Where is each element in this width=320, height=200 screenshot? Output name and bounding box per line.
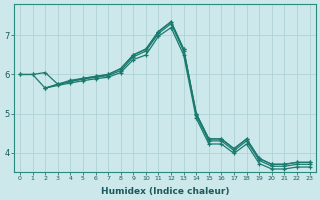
X-axis label: Humidex (Indice chaleur): Humidex (Indice chaleur) bbox=[100, 187, 229, 196]
